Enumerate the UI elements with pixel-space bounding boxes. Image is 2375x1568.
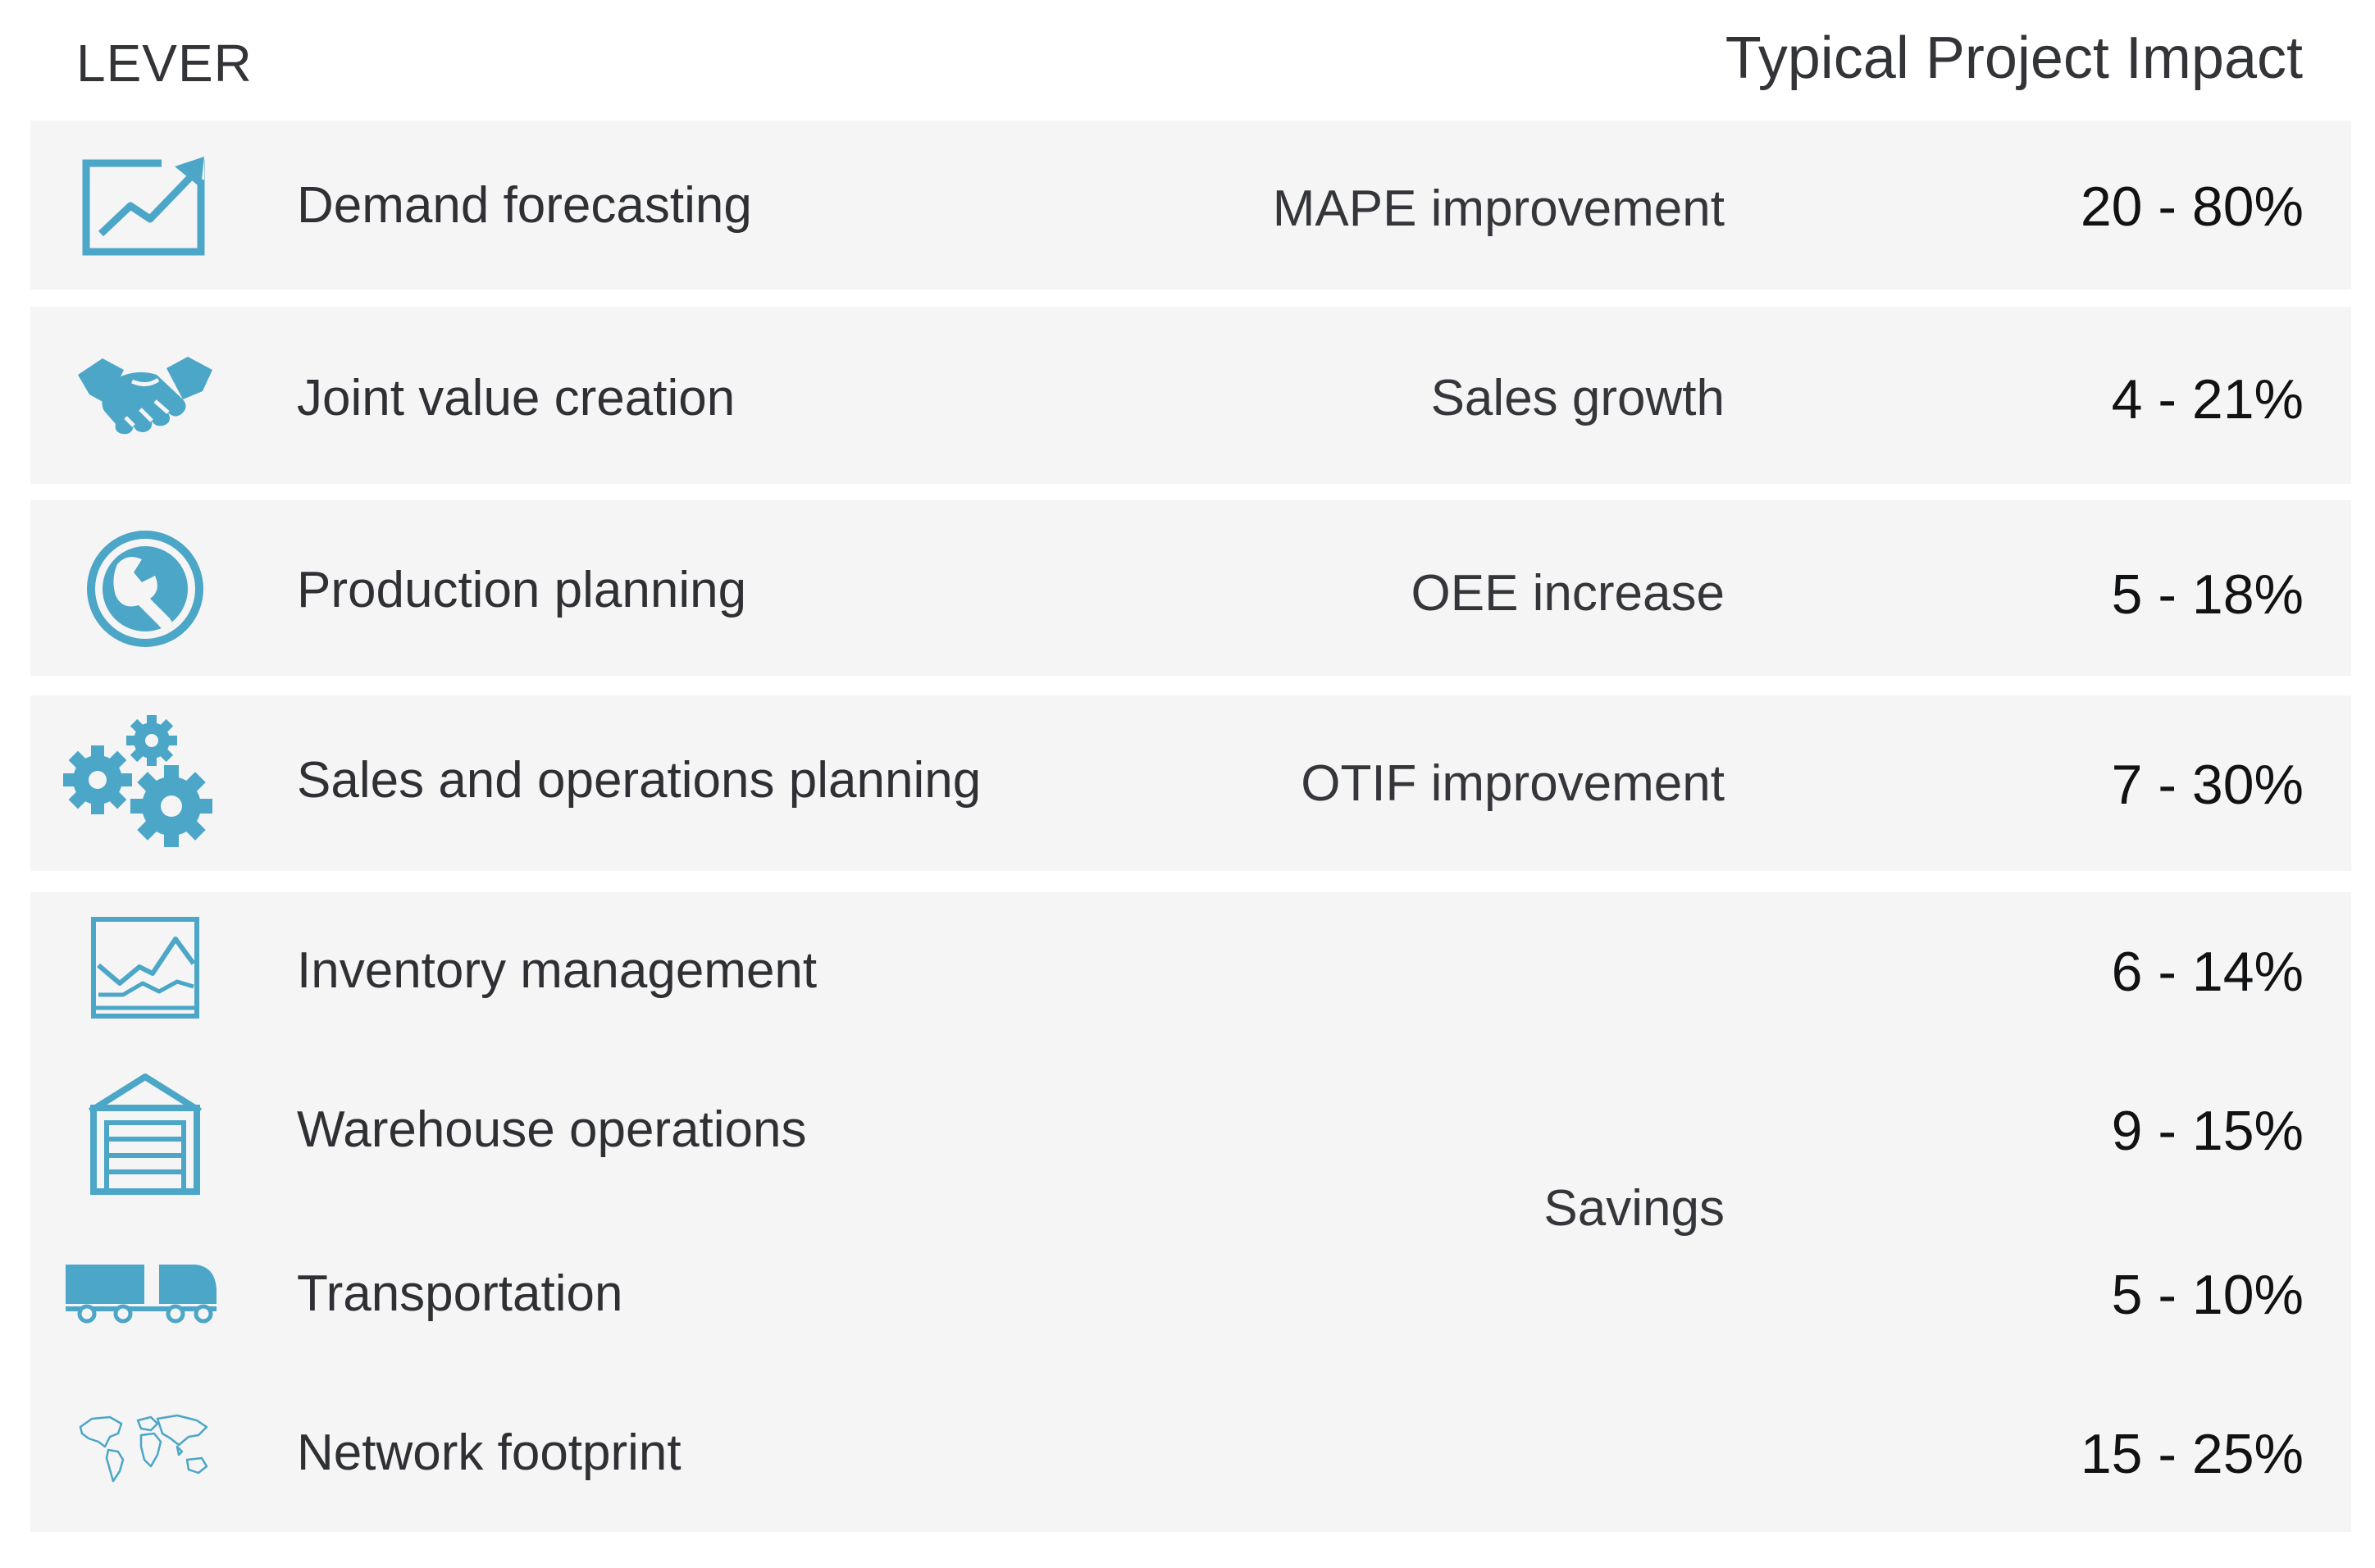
lever-value: 15 - 25%	[2080, 1423, 2304, 1485]
lever-name: Network footprint	[297, 1424, 682, 1481]
warehouse-icon	[63, 1068, 227, 1199]
savings-lever-group: Inventory management 6 - 14% Warehouse o…	[30, 892, 2351, 1532]
lever-name: Sales and operations planning	[297, 752, 982, 809]
lever-name: Transportation	[297, 1265, 623, 1322]
lever-row-sales-and-operations-planning: Sales and operations planning OTIF impro…	[30, 695, 2351, 871]
lever-metric: OEE increase	[1411, 565, 1725, 622]
wrench-icon	[63, 528, 227, 650]
lever-value: 5 - 18%	[2111, 563, 2304, 626]
truck-icon	[60, 1260, 224, 1325]
impact-column-header: Typical Project Impact	[1725, 25, 2303, 91]
lever-row-inventory-management: Inventory management 6 - 14%	[30, 892, 2351, 1053]
lever-name: Warehouse operations	[297, 1101, 807, 1158]
lever-value: 9 - 15%	[2111, 1100, 2304, 1162]
handshake-icon	[63, 348, 227, 446]
lever-row-production-planning: Production planning OEE increase 5 - 18%	[30, 500, 2351, 676]
lever-metric: OTIF improvement	[1301, 755, 1725, 812]
savings-metric: Savings	[1543, 1180, 1725, 1237]
table-header: LEVER Typical Project Impact	[0, 0, 2375, 120]
line-chart-icon	[63, 915, 227, 1020]
world-map-icon	[63, 1407, 227, 1489]
chart-up-icon	[63, 152, 227, 258]
lever-value: 4 - 21%	[2111, 368, 2304, 431]
lever-column-header: LEVER	[76, 34, 253, 93]
lever-value: 20 - 80%	[2080, 175, 2304, 238]
lever-name: Production planning	[297, 562, 747, 618]
lever-row-demand-forecasting: Demand forecasting MAPE improvement 20 -…	[30, 121, 2351, 289]
gears-icon	[57, 710, 221, 858]
lever-value: 6 - 14%	[2111, 941, 2304, 1003]
lever-metric: MAPE improvement	[1272, 180, 1725, 237]
lever-row-joint-value-creation: Joint value creation Sales growth 4 - 21…	[30, 307, 2351, 484]
lever-row-transportation: Transportation 5 - 10%	[30, 1214, 2351, 1374]
lever-metric: Sales growth	[1430, 370, 1725, 426]
lever-value: 7 - 30%	[2111, 754, 2304, 816]
lever-name: Demand forecasting	[297, 177, 752, 234]
lever-row-network-footprint: Network footprint 15 - 25%	[30, 1374, 2351, 1532]
lever-row-warehouse-operations: Warehouse operations 9 - 15%	[30, 1053, 2351, 1214]
lever-name: Joint value creation	[297, 370, 736, 426]
lever-name: Inventory management	[297, 942, 818, 999]
lever-value: 5 - 10%	[2111, 1264, 2304, 1326]
